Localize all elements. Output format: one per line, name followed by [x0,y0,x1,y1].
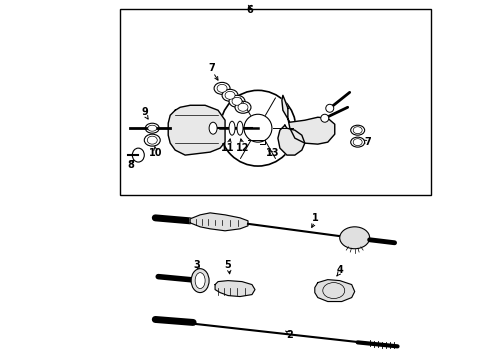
Text: 11: 11 [221,143,235,153]
Ellipse shape [351,137,365,147]
Ellipse shape [148,125,157,131]
Ellipse shape [144,134,160,146]
Text: 10: 10 [148,148,162,158]
Ellipse shape [237,121,243,135]
Ellipse shape [229,95,245,107]
Ellipse shape [326,104,334,112]
Circle shape [244,114,272,142]
Ellipse shape [225,91,235,99]
Text: 3: 3 [194,260,200,270]
Text: 7: 7 [364,137,371,147]
Polygon shape [168,105,225,155]
Ellipse shape [232,97,242,105]
Text: 13: 13 [266,148,280,158]
Polygon shape [215,280,255,297]
Ellipse shape [238,103,248,111]
Ellipse shape [321,114,329,122]
Ellipse shape [235,101,251,113]
Ellipse shape [132,148,144,162]
Ellipse shape [209,122,217,134]
Ellipse shape [351,125,365,135]
Text: 2: 2 [287,330,293,341]
Ellipse shape [195,273,205,289]
Bar [121,9,432,195]
Ellipse shape [147,136,157,144]
Ellipse shape [353,139,362,146]
Polygon shape [278,125,305,155]
Text: 1: 1 [313,213,319,223]
Text: 6: 6 [246,5,253,15]
Ellipse shape [214,82,230,94]
Ellipse shape [340,227,369,249]
Text: 5: 5 [225,260,231,270]
Text: 4: 4 [336,265,343,275]
Ellipse shape [217,84,227,92]
Ellipse shape [353,127,362,134]
Polygon shape [315,280,355,302]
Ellipse shape [191,269,209,293]
Ellipse shape [222,89,238,101]
Ellipse shape [145,123,159,133]
Text: 12: 12 [236,143,250,153]
Text: 7: 7 [209,63,216,73]
Circle shape [220,90,296,166]
Ellipse shape [229,121,235,135]
Polygon shape [190,213,248,231]
Text: 8: 8 [127,160,134,170]
Text: 9: 9 [142,107,148,117]
Polygon shape [282,95,335,144]
